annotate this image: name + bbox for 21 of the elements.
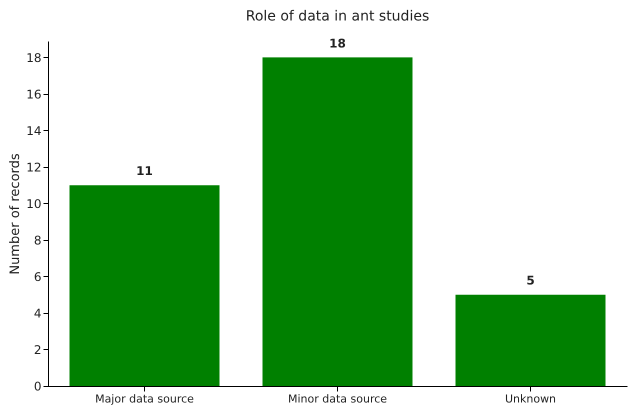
y-tick-label: 6 bbox=[34, 270, 42, 284]
data-label: 11 bbox=[136, 164, 153, 178]
y-tick-label: 0 bbox=[34, 380, 42, 394]
bar bbox=[70, 185, 220, 386]
y-tick-label: 16 bbox=[26, 87, 42, 102]
y-tick-label: 12 bbox=[26, 160, 42, 174]
x-tick-label: Minor data source bbox=[288, 392, 388, 406]
y-tick-label: 10 bbox=[26, 196, 42, 211]
x-tick-label: Unknown bbox=[504, 392, 556, 406]
y-tick-label: 8 bbox=[34, 233, 42, 248]
bar bbox=[262, 57, 412, 386]
y-axis-title: Number of records bbox=[8, 153, 24, 275]
data-label: 18 bbox=[329, 36, 346, 50]
chart-title: Role of data in ant studies bbox=[246, 8, 430, 24]
y-tick-label: 4 bbox=[34, 306, 42, 320]
x-tick-label: Major data source bbox=[95, 392, 194, 406]
y-tick-label: 14 bbox=[26, 124, 42, 138]
y-tick-label: 2 bbox=[34, 342, 42, 357]
data-label: 5 bbox=[526, 274, 535, 288]
y-tick-label: 18 bbox=[26, 50, 42, 65]
bar bbox=[456, 294, 606, 386]
